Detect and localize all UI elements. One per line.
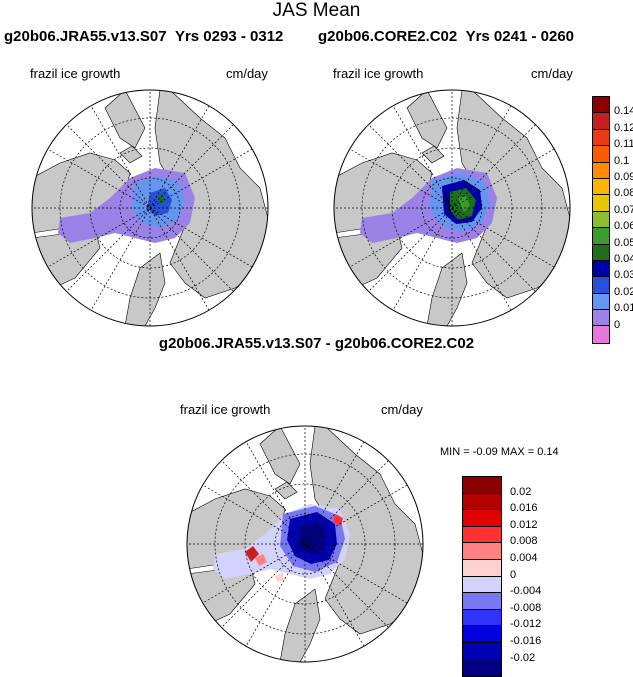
colorbar-mean-label: 0.14	[614, 105, 633, 118]
colorbar-diff-color-box	[463, 659, 501, 677]
colorbar-diff-color-box	[463, 510, 501, 527]
colorbar-mean-label: 0.11	[614, 138, 633, 151]
land-masses	[32, 90, 268, 326]
colorbar-diff-color-box	[463, 576, 501, 594]
polar-map-difference	[186, 425, 424, 663]
panel-1-title: g20b06.JRA55.v13.S07 Yrs 0293 - 0312	[4, 28, 283, 45]
colorbar-mean-color-box	[593, 129, 609, 147]
colorbar-diff-label: 0.004	[510, 552, 538, 564]
panel-1-experiment: g20b06.JRA55.v13.S07	[4, 28, 167, 45]
colorbar-mean-label: 0.1	[614, 154, 630, 167]
colorbar-diff-label: 0.02	[510, 485, 532, 498]
colorbar-mean-color-box	[593, 310, 609, 327]
panel-2-title: g20b06.CORE2.C02 Yrs 0241 - 0260	[318, 28, 574, 45]
graticule	[32, 90, 268, 326]
colorbar-mean-color-box	[593, 162, 609, 179]
colorbar-diff-color-boxes	[462, 476, 502, 677]
panel-2-years: Yrs 0241 - 0260	[465, 28, 574, 45]
colorbar-diff-label: 0.008	[510, 535, 538, 548]
colorbar-mean-color-box	[593, 195, 609, 212]
frazil-ice-field	[58, 168, 195, 243]
panel-2-experiment: g20b06.CORE2.C02	[318, 28, 458, 45]
panel-2-variable-label: frazil ice growth	[333, 66, 424, 81]
colorbar-mean-label: 0.07	[614, 203, 633, 216]
colorbar-diff-label: 0.016	[510, 502, 538, 515]
colorbar-diff-color-box	[463, 559, 501, 577]
colorbar-mean-color-box	[593, 146, 609, 163]
colorbar-mean-label: 0.05	[614, 236, 633, 249]
min-max-text: MIN = -0.09 MAX = 0.14	[440, 446, 559, 458]
colorbar-mean-color-box	[593, 277, 609, 294]
colorbar-diff-label: -0.012	[510, 618, 542, 631]
colorbar-diff-color-box	[463, 493, 501, 511]
land-masses	[334, 90, 570, 326]
polar-map-core2	[333, 89, 571, 327]
colorbar-mean-label: 0.04	[614, 253, 633, 265]
colorbar-mean-label: 0	[614, 318, 621, 331]
colorbar-mean-color-box	[593, 211, 609, 229]
land-masses	[187, 426, 423, 662]
colorbar-diff-color-box	[463, 609, 501, 627]
graticule	[187, 426, 423, 662]
colorbar-mean-color-box	[593, 260, 609, 278]
difference-title: g20b06.JRA55.v13.S07 - g20b06.CORE2.C02	[158, 335, 475, 352]
colorbar-mean-label: 0.02	[614, 285, 633, 298]
colorbar-mean-color-box	[593, 326, 609, 343]
colorbar-diff-color-box	[463, 526, 501, 544]
colorbar-mean-color-box	[593, 228, 609, 245]
colorbar-mean-label: 0.12	[614, 121, 633, 134]
polar-map-jra55	[31, 89, 269, 327]
colorbar-mean-label: 0.03	[614, 269, 633, 282]
colorbar-mean-color-box	[593, 97, 609, 114]
graticule	[334, 90, 570, 326]
panel-2-units: cm/day	[531, 66, 573, 81]
difference-variable-label: frazil ice growth	[180, 402, 271, 417]
colorbar-diff-label: -0.004	[510, 585, 542, 598]
colorbar-mean-label: 0.09	[614, 171, 633, 183]
panel-1-variable-label: frazil ice growth	[30, 66, 121, 81]
colorbar-diff-label: -0.016	[510, 635, 542, 647]
panel-1-units: cm/day	[226, 66, 268, 81]
colorbar-diff-label: -0.008	[510, 601, 542, 614]
colorbar-diff-label: -0.02	[510, 651, 536, 664]
panel-1-years: Yrs 0293 - 0312	[174, 28, 284, 45]
colorbar-mean-color-box	[593, 293, 609, 311]
colorbar-diff-color-box	[463, 626, 501, 643]
colorbar-mean-label: 0.08	[614, 187, 633, 200]
colorbar-mean-color-box	[593, 178, 609, 196]
colorbar-diff-color-box	[463, 477, 501, 494]
colorbar-diff-label: 0	[510, 568, 517, 581]
colorbar-diff-label: 0.012	[510, 518, 538, 531]
difference-field	[213, 504, 350, 582]
colorbar-mean-color-box	[593, 113, 609, 130]
colorbar-diff-color-box	[463, 543, 501, 560]
difference-units: cm/day	[381, 402, 423, 417]
colorbar-mean-label: 0.06	[614, 220, 633, 233]
colorbar-diff-color-box	[463, 642, 501, 660]
figure-title: JAS Mean	[272, 0, 361, 21]
colorbar-mean-color-boxes	[592, 96, 610, 344]
colorbar-mean-color-box	[593, 244, 609, 261]
colorbar-diff-color-box	[463, 593, 501, 610]
colorbar-mean-label: 0.01	[614, 302, 633, 315]
